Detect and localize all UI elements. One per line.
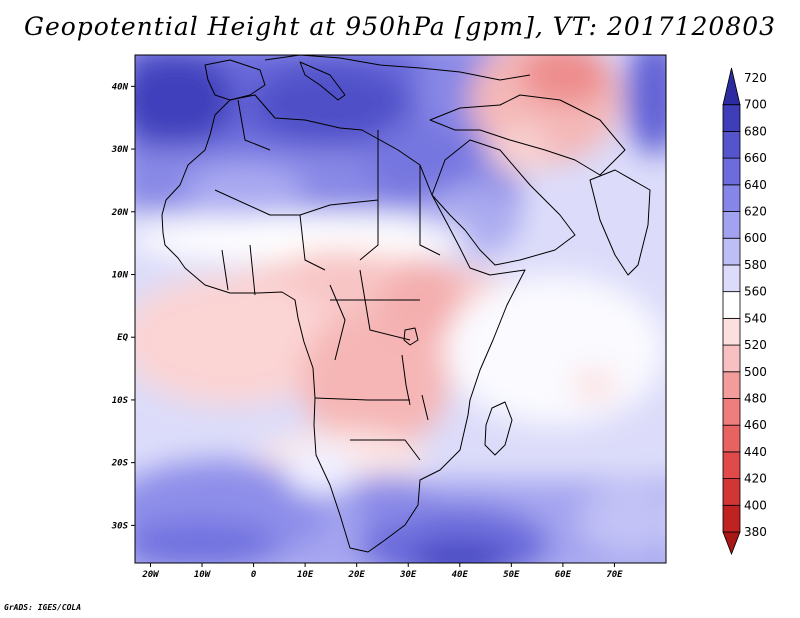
y-tick-label: 10S xyxy=(112,396,129,406)
colorbar-label: 660 xyxy=(744,151,767,165)
colorbar-swatch xyxy=(722,237,741,266)
colorbar-label: 400 xyxy=(744,498,767,512)
colorbar-label: 720 xyxy=(744,71,767,85)
colorbar-label: 620 xyxy=(744,205,767,219)
colorbar-swatch xyxy=(722,478,741,506)
y-tick-label: 30N xyxy=(111,145,129,155)
colorbar-label: 540 xyxy=(744,311,767,325)
x-tick-label: 20E xyxy=(348,570,366,580)
colorbar-label: 600 xyxy=(744,231,767,245)
colorbar-label: 700 xyxy=(744,98,767,112)
coastline-italy xyxy=(299,61,346,101)
coastline-iberia xyxy=(204,59,266,101)
coastline-africa xyxy=(161,94,526,553)
colorbar-swatch xyxy=(722,211,741,239)
coastline-india xyxy=(589,169,651,276)
coastline-madagascar xyxy=(484,401,513,456)
colorbar-swatch xyxy=(722,344,741,373)
colorbar-swatch xyxy=(722,291,741,319)
y-tick-label: 30S xyxy=(111,521,129,531)
map-title: Geopotential Height at 950hPa [gpm], VT:… xyxy=(23,12,777,41)
colorbar-swatch xyxy=(722,104,741,132)
y-tick-label: 10N xyxy=(112,271,129,281)
coastline-borders xyxy=(161,55,651,553)
colorbar-swatch xyxy=(722,504,741,533)
coastline-asia-north xyxy=(429,94,626,176)
colorbar-swatch xyxy=(722,398,741,426)
colorbar-swatch xyxy=(722,131,741,159)
colorbar-label: 420 xyxy=(744,472,767,486)
colorbar-label: 500 xyxy=(744,365,767,379)
lake-tanganyika xyxy=(401,354,429,421)
colorbar-label: 560 xyxy=(744,285,767,299)
y-tick-label: EQ xyxy=(117,333,128,343)
colorbar-label: 680 xyxy=(744,124,767,138)
colorbar-swatch xyxy=(722,157,741,186)
plot-frame xyxy=(134,54,667,564)
colorbar-swatch xyxy=(722,264,741,293)
colorbar-label: 480 xyxy=(744,391,767,405)
x-tick-label: 20W xyxy=(141,570,160,580)
x-tick-label: 10E xyxy=(297,570,314,580)
x-tick-label: 0 xyxy=(251,570,257,580)
x-axis-ticks: 20W 10W 0 10E 20E 30E 40E 50E 60E 70E xyxy=(141,563,623,580)
colorbar-label: 520 xyxy=(744,338,767,352)
credit-text: GrADS: IGES/COLA xyxy=(4,603,82,612)
height-field xyxy=(135,55,666,563)
colorbar-label: 580 xyxy=(744,258,767,272)
colorbar-label: 440 xyxy=(744,445,767,459)
x-tick-label: 30E xyxy=(399,570,417,580)
x-tick-label: 50E xyxy=(503,570,520,580)
colorbar-swatch xyxy=(722,317,741,346)
x-tick-label: 70E xyxy=(606,570,623,580)
coastline-arabia xyxy=(431,139,576,266)
y-tick-label: 20S xyxy=(111,459,129,469)
colorbar: 380 400 420 440 460 480 500 520 540 560 580 600 620 6… xyxy=(722,67,767,556)
border-lines xyxy=(214,99,441,461)
x-tick-label: 10W xyxy=(194,570,212,580)
x-tick-label: 40E xyxy=(452,570,469,580)
colorbar-swatch xyxy=(722,451,741,479)
colorbar-label: 380 xyxy=(744,525,767,539)
colorbar-label: 460 xyxy=(744,418,767,432)
colorbar-swatch xyxy=(722,531,741,556)
colorbar-swatch xyxy=(722,67,741,106)
x-tick-label: 60E xyxy=(555,570,572,580)
lake-victoria xyxy=(403,327,419,346)
colorbar-swatch xyxy=(722,184,741,212)
y-tick-label: 20N xyxy=(111,208,129,218)
y-axis-ticks: 40N 30N 20N 10N EQ 10S 20S 30S xyxy=(111,82,135,531)
colorbar-swatch xyxy=(722,371,741,399)
y-tick-label: 40N xyxy=(112,82,129,92)
colorbar-label: 640 xyxy=(744,178,767,192)
colorbar-swatch xyxy=(722,424,741,453)
